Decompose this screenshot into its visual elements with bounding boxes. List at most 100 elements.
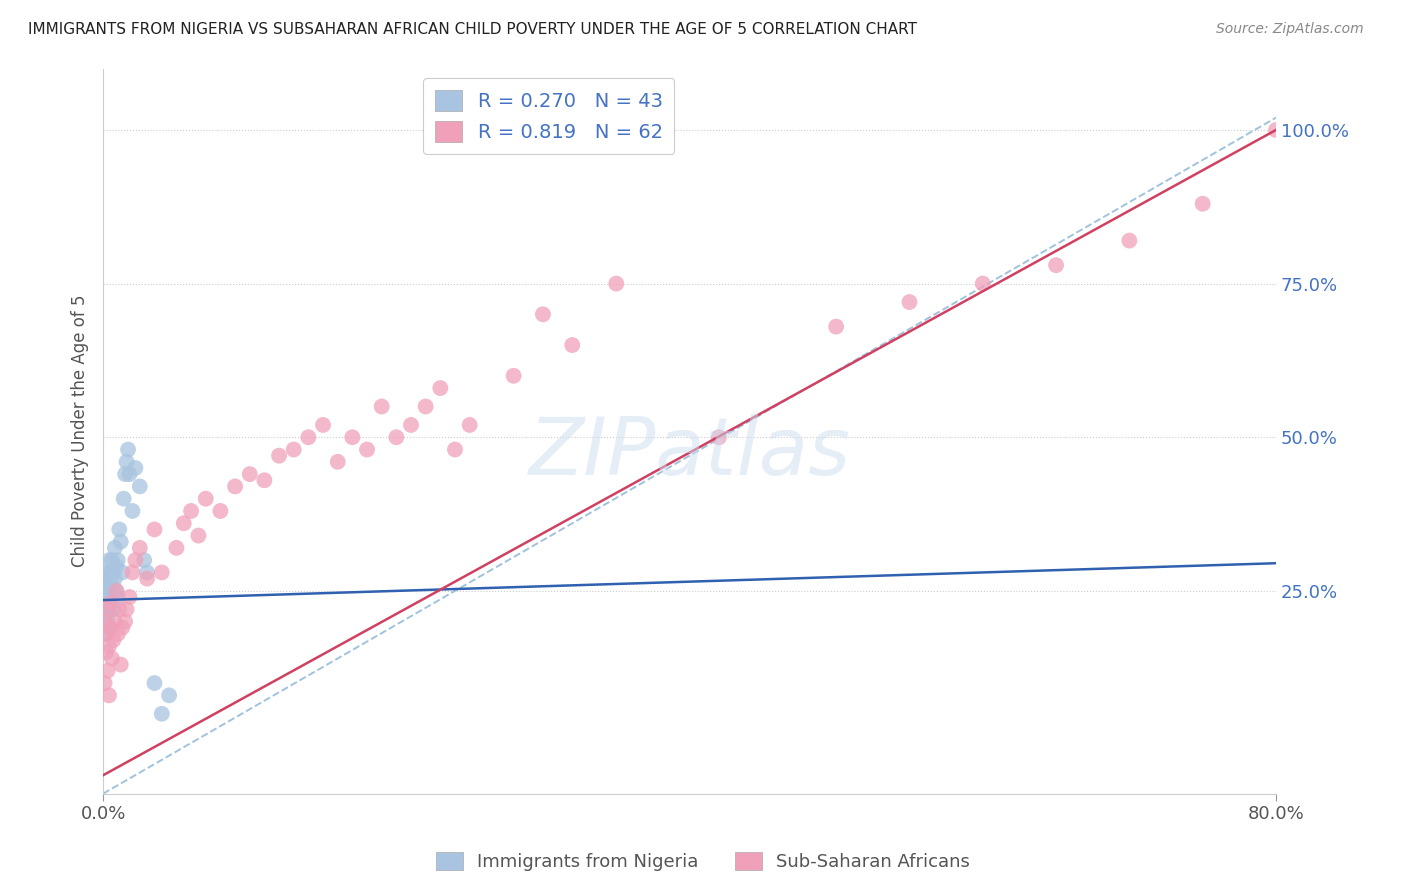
- Point: [101, 651, 124, 665]
- Legend: R = 0.270   N = 43, R = 0.819   N = 62: R = 0.270 N = 43, R = 0.819 N = 62: [423, 78, 675, 153]
- Point: [110, 657, 132, 672]
- Y-axis label: Child Poverty Under the Age of 5: Child Poverty Under the Age of 5: [72, 295, 89, 567]
- Point: [98, 602, 121, 616]
- Point: [105, 559, 128, 574]
- Point: [114, 467, 136, 482]
- Point: [98, 583, 121, 598]
- Point: [312, 417, 335, 432]
- Point: [134, 553, 156, 567]
- Point: [136, 572, 159, 586]
- Point: [100, 621, 122, 635]
- Point: [356, 442, 378, 457]
- Point: [96, 578, 118, 592]
- Point: [93, 676, 115, 690]
- Point: [124, 461, 146, 475]
- Point: [105, 583, 128, 598]
- Point: [128, 541, 150, 555]
- Point: [93, 602, 115, 616]
- Point: [100, 590, 122, 604]
- Point: [128, 479, 150, 493]
- Point: [825, 319, 848, 334]
- Point: [194, 491, 217, 506]
- Point: [111, 566, 134, 580]
- Point: [117, 442, 139, 457]
- Text: Source: ZipAtlas.com: Source: ZipAtlas.com: [1216, 22, 1364, 37]
- Point: [93, 615, 115, 629]
- Point: [105, 583, 128, 598]
- Point: [108, 523, 131, 537]
- Point: [96, 596, 118, 610]
- Point: [297, 430, 319, 444]
- Point: [531, 307, 554, 321]
- Point: [157, 689, 180, 703]
- Point: [143, 676, 166, 690]
- Point: [94, 627, 117, 641]
- Text: ZIPatlas: ZIPatlas: [529, 414, 851, 491]
- Point: [104, 615, 127, 629]
- Point: [415, 400, 437, 414]
- Point: [150, 706, 173, 721]
- Point: [103, 566, 125, 580]
- Point: [561, 338, 583, 352]
- Point: [124, 553, 146, 567]
- Point: [444, 442, 467, 457]
- Point: [283, 442, 305, 457]
- Point: [707, 430, 730, 444]
- Point: [1118, 234, 1140, 248]
- Point: [114, 615, 136, 629]
- Point: [224, 479, 246, 493]
- Point: [150, 566, 173, 580]
- Point: [103, 602, 125, 616]
- Point: [399, 417, 422, 432]
- Point: [326, 455, 349, 469]
- Point: [98, 639, 121, 653]
- Point: [173, 516, 195, 531]
- Point: [898, 295, 921, 310]
- Point: [165, 541, 187, 555]
- Point: [98, 689, 121, 703]
- Point: [972, 277, 994, 291]
- Point: [118, 590, 141, 604]
- Point: [108, 602, 131, 616]
- Point: [267, 449, 290, 463]
- Point: [502, 368, 524, 383]
- Point: [101, 553, 124, 567]
- Point: [115, 455, 138, 469]
- Point: [110, 534, 132, 549]
- Point: [94, 572, 117, 586]
- Point: [94, 583, 117, 598]
- Point: [239, 467, 262, 482]
- Point: [111, 621, 134, 635]
- Point: [187, 528, 209, 542]
- Point: [115, 602, 138, 616]
- Point: [121, 504, 143, 518]
- Point: [96, 615, 118, 629]
- Point: [98, 553, 121, 567]
- Point: [93, 590, 115, 604]
- Point: [1045, 258, 1067, 272]
- Point: [104, 541, 127, 555]
- Point: [94, 645, 117, 659]
- Point: [107, 627, 129, 641]
- Point: [96, 602, 118, 616]
- Text: IMMIGRANTS FROM NIGERIA VS SUBSAHARAN AFRICAN CHILD POVERTY UNDER THE AGE OF 5 C: IMMIGRANTS FROM NIGERIA VS SUBSAHARAN AF…: [28, 22, 917, 37]
- Point: [100, 566, 122, 580]
- Point: [429, 381, 451, 395]
- Point: [94, 627, 117, 641]
- Point: [370, 400, 392, 414]
- Point: [253, 473, 276, 487]
- Point: [93, 615, 115, 629]
- Point: [385, 430, 408, 444]
- Point: [143, 523, 166, 537]
- Point: [96, 664, 118, 678]
- Point: [96, 566, 118, 580]
- Point: [1265, 123, 1288, 137]
- Point: [107, 590, 129, 604]
- Point: [136, 566, 159, 580]
- Legend: Immigrants from Nigeria, Sub-Saharan Africans: Immigrants from Nigeria, Sub-Saharan Afr…: [429, 845, 977, 879]
- Point: [100, 621, 122, 635]
- Point: [342, 430, 364, 444]
- Point: [180, 504, 202, 518]
- Point: [458, 417, 481, 432]
- Point: [101, 578, 124, 592]
